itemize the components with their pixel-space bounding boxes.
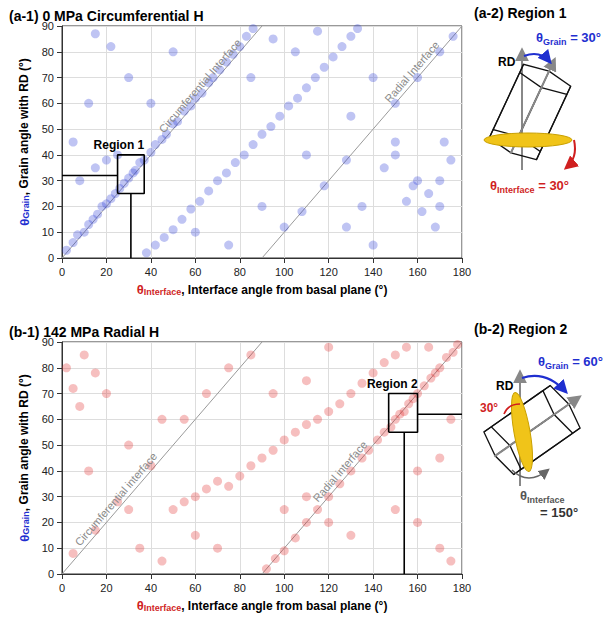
svg-text:90: 90: [41, 20, 54, 32]
svg-text:40: 40: [42, 149, 54, 161]
svg-text:160: 160: [408, 266, 426, 278]
svg-text:30: 30: [42, 491, 54, 503]
svg-text:160: 160: [408, 582, 426, 594]
svg-text:Region 1: Region 1: [94, 138, 145, 152]
svg-text:30°: 30°: [480, 401, 498, 415]
svg-text:, Grain angle with RD (°): , Grain angle with RD (°): [17, 58, 31, 195]
svg-text:Radial Interface: Radial Interface: [382, 39, 441, 105]
svg-text:0: 0: [59, 582, 65, 594]
svg-text:20: 20: [100, 266, 112, 278]
svg-text:θGrain = 60°: θGrain = 60°: [538, 354, 603, 371]
svg-text:40: 40: [145, 266, 157, 278]
svg-text:120: 120: [319, 266, 337, 278]
svg-text:= 150°: = 150°: [540, 505, 578, 520]
svg-text:0: 0: [48, 568, 54, 580]
svg-text:(a-1) 0 MPa Circumferential H: (a-1) 0 MPa Circumferential H: [9, 8, 204, 24]
svg-text:180: 180: [453, 582, 471, 594]
svg-text:40: 40: [145, 582, 157, 594]
svg-text:θInterface: θInterface: [520, 488, 565, 505]
svg-text:, Grain angle with RD (°): , Grain angle with RD (°): [17, 374, 31, 511]
svg-text:40: 40: [42, 465, 54, 477]
svg-text:80: 80: [234, 266, 246, 278]
svg-text:80: 80: [234, 582, 246, 594]
svg-text:100: 100: [275, 582, 293, 594]
svg-text:RD: RD: [496, 379, 514, 393]
svg-text:30: 30: [42, 175, 54, 187]
svg-text:80: 80: [42, 46, 54, 58]
svg-text:θInterface = 30°: θInterface = 30°: [490, 178, 569, 195]
svg-text:10: 10: [42, 542, 54, 554]
svg-text:θ: θ: [17, 535, 32, 542]
svg-text:0: 0: [59, 266, 65, 278]
svg-text:60: 60: [189, 582, 201, 594]
svg-text:Grain: Grain: [21, 195, 31, 219]
svg-text:20: 20: [100, 582, 112, 594]
svg-text:θ: θ: [17, 219, 32, 226]
svg-text:Region 2: Region 2: [367, 377, 418, 391]
svg-text:70: 70: [42, 72, 54, 84]
svg-text:80: 80: [42, 362, 54, 374]
svg-text:60: 60: [42, 413, 54, 425]
svg-text:0: 0: [48, 252, 54, 264]
svg-text:RD: RD: [498, 55, 516, 69]
svg-text:60: 60: [189, 266, 201, 278]
svg-text:(b-2) Region 2: (b-2) Region 2: [474, 321, 568, 337]
svg-text:180: 180: [453, 266, 471, 278]
svg-text:50: 50: [42, 123, 54, 135]
svg-text:140: 140: [364, 582, 382, 594]
svg-text:20: 20: [42, 516, 54, 528]
svg-text:10: 10: [42, 226, 54, 238]
svg-text:Circumferential interface: Circumferential interface: [73, 450, 160, 548]
svg-text:Interface: Interface: [144, 287, 182, 297]
svg-text:Circumferential Interface: Circumferential Interface: [156, 37, 243, 135]
svg-text:θ: θ: [137, 598, 144, 613]
svg-text:20: 20: [42, 200, 54, 212]
svg-text:70: 70: [42, 388, 54, 400]
svg-text:θ: θ: [137, 282, 144, 297]
svg-text:Interface: Interface: [144, 603, 182, 613]
svg-text:(a-2) Region 1: (a-2) Region 1: [474, 5, 567, 21]
svg-text:, Interface angle from basal p: , Interface angle from basal plane (°): [181, 283, 387, 297]
svg-text:Radial interface: Radial interface: [310, 439, 369, 505]
svg-text:140: 140: [364, 266, 382, 278]
svg-text:100: 100: [275, 266, 293, 278]
svg-text:Grain: Grain: [21, 511, 31, 535]
svg-text:(b-1) 142 MPa Radial H: (b-1) 142 MPa Radial H: [9, 324, 159, 340]
svg-text:120: 120: [319, 582, 337, 594]
svg-text:50: 50: [42, 439, 54, 451]
svg-text:, Interface angle from basal p: , Interface angle from basal plane (°): [181, 599, 387, 613]
svg-text:θGrain = 30°: θGrain = 30°: [536, 30, 601, 47]
svg-text:60: 60: [42, 97, 54, 109]
svg-text:90: 90: [41, 336, 54, 348]
